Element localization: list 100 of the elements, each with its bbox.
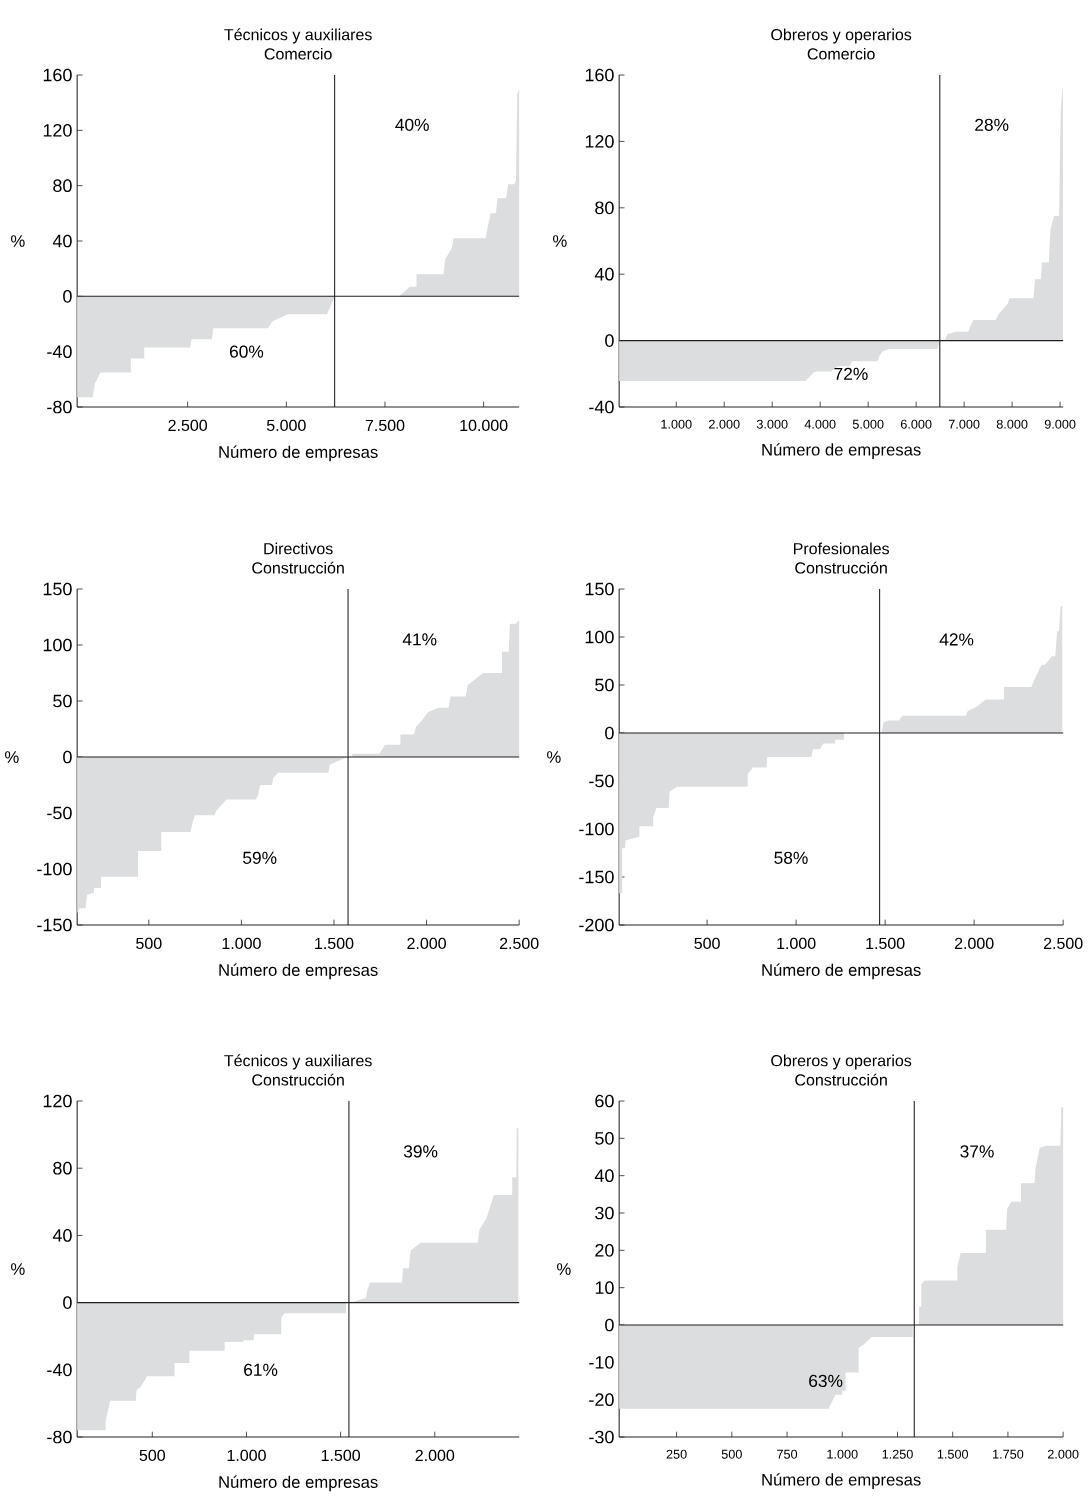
x-tick-label: 1.500 bbox=[322, 1449, 361, 1462]
y-tick-label: 50 bbox=[595, 678, 614, 692]
y-tick-label: 0 bbox=[63, 289, 72, 303]
x-tick-label: 2.500 bbox=[1044, 937, 1083, 950]
y-tick-label: 80 bbox=[53, 179, 72, 193]
y-tick-label: 50 bbox=[595, 1131, 614, 1145]
x-tick-label: 7.500 bbox=[365, 419, 405, 432]
x-tick-label: 1.000 bbox=[777, 937, 816, 950]
y-tick-label: -100 bbox=[37, 862, 72, 876]
annotation: 39% bbox=[404, 1145, 438, 1158]
x-tick-label: 8.000 bbox=[996, 419, 1028, 429]
chart-title: Directivos bbox=[264, 542, 333, 555]
y-axis-title: % bbox=[11, 1263, 25, 1275]
y-tick-label: 80 bbox=[53, 1161, 72, 1175]
y-axis-title: % bbox=[5, 751, 19, 763]
y-tick-label: -150 bbox=[37, 918, 72, 932]
x-tick-label: 1.500 bbox=[866, 937, 905, 950]
y-tick-label: 0 bbox=[63, 750, 72, 764]
y-tick-label: -150 bbox=[579, 870, 614, 884]
y-tick-label: 0 bbox=[63, 1296, 72, 1309]
y-tick-label: 0 bbox=[605, 334, 614, 347]
y-tick-label: -10 bbox=[589, 1355, 614, 1369]
annotation: 42% bbox=[939, 633, 974, 646]
y-tick-label: 40 bbox=[53, 234, 72, 248]
x-axis-title: Número de empresas bbox=[762, 1473, 921, 1489]
annotation: 37% bbox=[960, 1145, 994, 1158]
y-axis-title: % bbox=[547, 751, 561, 763]
annotation: 63% bbox=[809, 1374, 843, 1388]
y-tick-label: -20 bbox=[589, 1393, 614, 1407]
chart-subtitle: Comercio bbox=[807, 47, 875, 60]
x-tick-label: 750 bbox=[777, 1449, 798, 1459]
y-tick-label: -80 bbox=[47, 400, 72, 414]
y-tick-label: 60 bbox=[595, 1094, 614, 1108]
x-axis-title: Número de empresas bbox=[219, 963, 378, 980]
annotation: 41% bbox=[402, 633, 437, 646]
y-tick-label: 100 bbox=[585, 630, 614, 644]
chart-title: Técnicos y auxiliares bbox=[224, 1054, 372, 1070]
x-tick-label: 2.500 bbox=[168, 419, 208, 432]
x-tick-label: 10.000 bbox=[460, 419, 508, 432]
chart-subtitle: Construcción bbox=[795, 1073, 887, 1086]
y-tick-label: -80 bbox=[47, 1430, 72, 1444]
y-tick-label: 50 bbox=[53, 694, 72, 708]
annotation: 59% bbox=[243, 851, 277, 864]
x-tick-label: 2.000 bbox=[415, 1449, 455, 1462]
chart-subtitle: Construcción bbox=[252, 1073, 344, 1086]
x-tick-label: 500 bbox=[139, 1449, 166, 1462]
y-tick-label: -100 bbox=[579, 822, 614, 836]
y-tick-label: -40 bbox=[47, 1363, 72, 1377]
y-tick-label: -50 bbox=[589, 774, 614, 788]
y-tick-label: -50 bbox=[47, 806, 72, 820]
y-axis-title: % bbox=[553, 235, 567, 247]
x-tick-label: 2.500 bbox=[500, 937, 539, 950]
x-tick-label: 2.000 bbox=[407, 937, 447, 950]
annotation: 40% bbox=[395, 118, 430, 131]
x-tick-label: 5.000 bbox=[853, 419, 884, 429]
x-axis-title: Número de empresas bbox=[219, 1475, 378, 1492]
x-tick-label: 3.000 bbox=[757, 419, 788, 429]
x-tick-label: 1.500 bbox=[938, 1449, 969, 1459]
x-tick-label: 500 bbox=[136, 937, 162, 950]
x-axis-title: Número de empresas bbox=[762, 443, 921, 459]
y-tick-label: 160 bbox=[43, 68, 72, 82]
y-tick-label: 10 bbox=[595, 1281, 614, 1295]
x-tick-label: 6.000 bbox=[901, 419, 932, 429]
x-tick-label: 2.000 bbox=[709, 419, 740, 429]
x-tick-label: 1.500 bbox=[315, 937, 354, 950]
chart-title: Obreros y operarios bbox=[771, 1054, 912, 1070]
x-tick-label: 250 bbox=[666, 1449, 687, 1459]
x-tick-label: 500 bbox=[721, 1449, 743, 1459]
x-tick-label: 4.000 bbox=[804, 419, 836, 429]
y-tick-label: -40 bbox=[47, 345, 72, 359]
annotation: 61% bbox=[244, 1363, 278, 1376]
chart-subtitle: Comercio bbox=[264, 47, 332, 60]
x-tick-label: 1.250 bbox=[882, 1449, 914, 1459]
y-tick-label: 120 bbox=[585, 135, 614, 148]
y-tick-label: 150 bbox=[585, 582, 614, 596]
x-tick-label: 2.000 bbox=[1048, 1449, 1079, 1459]
y-tick-label: 40 bbox=[595, 1169, 614, 1183]
y-tick-label: 120 bbox=[43, 123, 72, 137]
chart-title: Técnicos y auxiliares bbox=[224, 28, 372, 44]
x-tick-label: 500 bbox=[694, 937, 721, 950]
x-axis-title: Número de empresas bbox=[762, 963, 921, 980]
x-tick-label: 1.000 bbox=[227, 1449, 267, 1462]
x-tick-label: 1.000 bbox=[661, 419, 692, 429]
y-tick-label: -40 bbox=[589, 400, 614, 414]
x-tick-label: 7.000 bbox=[949, 419, 980, 429]
y-tick-label: 80 bbox=[595, 201, 614, 215]
y-tick-label: 0 bbox=[605, 726, 614, 740]
chart-subtitle: Construcción bbox=[252, 561, 344, 574]
y-tick-label: 0 bbox=[605, 1318, 614, 1332]
x-tick-label: 1.000 bbox=[222, 937, 261, 950]
y-tick-label: 40 bbox=[53, 1229, 72, 1242]
y-tick-label: 30 bbox=[595, 1206, 614, 1220]
x-tick-label: 1.000 bbox=[827, 1449, 858, 1459]
x-tick-label: 9.000 bbox=[1045, 419, 1076, 429]
annotation: 72% bbox=[834, 367, 868, 380]
y-tick-label: 120 bbox=[43, 1094, 72, 1108]
annotation: 28% bbox=[975, 118, 1009, 131]
y-axis-title: % bbox=[11, 235, 25, 247]
y-tick-label: 160 bbox=[585, 68, 614, 82]
y-tick-label: -30 bbox=[589, 1430, 614, 1444]
